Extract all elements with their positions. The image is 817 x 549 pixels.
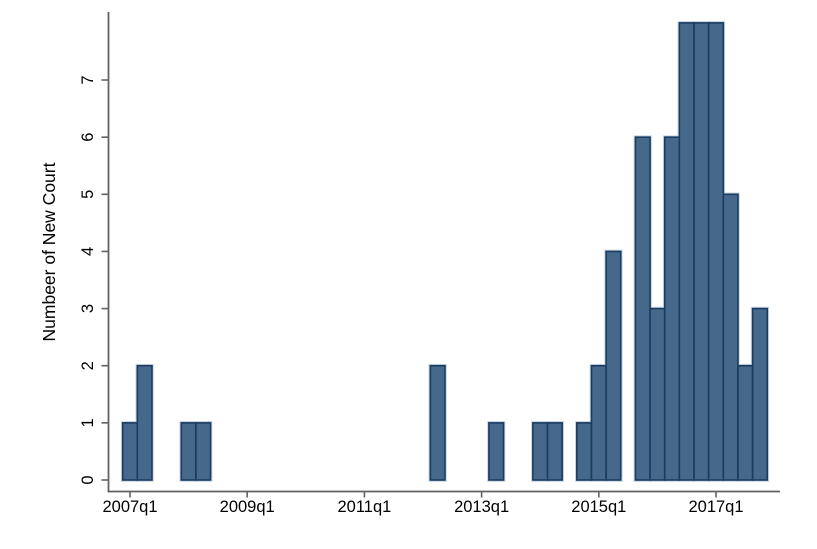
bar-2016q3	[678, 22, 695, 481]
bar-2017q2	[722, 193, 739, 481]
y-tick-label-7: 7	[79, 75, 97, 84]
y-tick-label-1: 1	[79, 418, 97, 427]
y-tick-label-3: 3	[79, 304, 97, 313]
x-tick-label-2015q1: 2015q1	[571, 498, 626, 516]
bar-2017q4	[751, 307, 769, 481]
y-tick-label-2: 2	[79, 361, 97, 370]
bar-2016q2	[663, 136, 681, 481]
bar-2017q3	[737, 364, 754, 481]
bar-2013q2	[488, 422, 505, 481]
x-tick-label-2013q1: 2013q1	[454, 498, 509, 516]
x-tick-label-2007q1: 2007q1	[102, 498, 157, 516]
bar-2012q2	[429, 364, 446, 481]
bar-2015q2	[605, 250, 622, 481]
bar-2007q1	[121, 422, 139, 481]
y-tick-label-4: 4	[79, 247, 97, 256]
bar-2016q4	[693, 22, 710, 481]
bar-2015q4	[634, 136, 651, 481]
x-tick-label-2017q1: 2017q1	[688, 498, 743, 516]
y-axis-title: Numbeer of New Court	[39, 162, 59, 341]
bar-2014q1	[532, 422, 549, 481]
tick-labels-group: 0 1 2 3 4 5 6 7 2007q1 2009q1 2011q1 2013q1 2015q1 20…	[79, 75, 744, 516]
bar-2007q2	[136, 364, 153, 481]
bar-2014q4	[576, 422, 593, 481]
y-tick-label-0: 0	[79, 475, 97, 484]
y-tick-label-6: 6	[79, 133, 97, 142]
bar-2008q2	[195, 422, 212, 481]
bar-2008q1	[180, 422, 197, 481]
bar-2016q1	[649, 307, 666, 481]
bar-2017q1	[707, 22, 725, 481]
bar-2015q1	[590, 364, 607, 481]
x-tick-label-2011q1: 2011q1	[337, 498, 391, 516]
x-tick-label-2009q1: 2009q1	[220, 498, 275, 516]
axes-group	[101, 12, 780, 498]
bar-2014q2	[546, 422, 563, 481]
bars-group	[121, 22, 769, 481]
y-tick-label-5: 5	[79, 190, 97, 199]
